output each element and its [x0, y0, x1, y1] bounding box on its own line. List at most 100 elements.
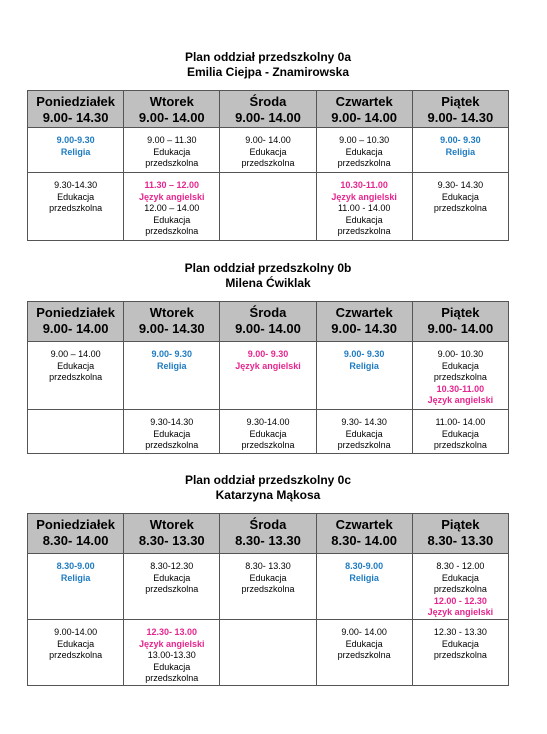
- teacher: Milena Ćwiklak: [225, 276, 311, 290]
- hours: 9.00- 14.00: [331, 110, 398, 125]
- schedule-row: 9.30-14.30 Edukacja przedszkolna 11.30 – 12…: [26, 172, 510, 241]
- activity-line: 10.30-11.00: [436, 383, 485, 394]
- activity-line: Edukacja: [249, 146, 287, 157]
- activity-line: Edukacja: [345, 146, 383, 157]
- title: Plan oddział przedszkolny 0c: [184, 473, 352, 487]
- activity-line: Edukacja: [441, 572, 479, 583]
- activity-line: przedszkolna: [145, 226, 199, 236]
- activity-line: Język angielski: [139, 191, 205, 202]
- schedule-cell: [219, 172, 317, 241]
- activity: 9.00- 14.00 Edukacja przedszkolna: [222, 135, 313, 170]
- activity: 9.00- 9.30 Religia: [319, 349, 410, 372]
- schedule-cell: 9.00- 9.30 Religia: [315, 341, 413, 410]
- schedule-table: Poniedziałek 8.30- 14.00 Wtorek 8.30- 13.30…: [26, 513, 510, 686]
- hours: 9.00- 14.00: [235, 110, 301, 125]
- schedule-cell: 9.30- 14.30 Edukacja przedszkolna: [411, 172, 510, 241]
- schedule-cell: 9.00 – 11.30 Edukacja przedszkolna: [123, 127, 221, 173]
- day: Piątek: [441, 94, 480, 109]
- header-row: Poniedziałek 9.00- 14.00 Wtorek 9.00- 14.30…: [26, 301, 510, 342]
- activity-line: przedszkolna: [433, 372, 487, 382]
- activity-line: przedszkolna: [241, 584, 295, 594]
- activity-line: 12.30- 13.00: [146, 627, 198, 637]
- activity-line: przedszkolna: [145, 584, 199, 594]
- activity: 9.00 – 10.30 Edukacja przedszkolna: [319, 135, 410, 170]
- schedule-cell: 10.30-11.00 Język angielski 11.00 - 14.00 E…: [315, 172, 413, 241]
- activity: 12.00 – 14.00 Edukacja przedszkolna: [126, 203, 217, 238]
- section-title: Plan oddział przedszkolny 0a Emilia Ciejp…: [27, 50, 509, 80]
- activity-line: 8.30-9.00: [56, 561, 95, 571]
- day-header: Poniedziałek 9.00- 14.00: [26, 301, 125, 342]
- activity-line: Edukacja: [249, 428, 287, 439]
- schedule-table: Poniedziałek 9.00- 14.30 Wtorek 9.00- 14.00…: [26, 90, 510, 241]
- schedule-cell: 8.30-9.00 Religia: [26, 553, 125, 620]
- activity-line: Edukacja: [57, 360, 95, 371]
- schedule-row: 8.30-9.00 Religia 8.30-12.30 Edukacja przeds…: [26, 553, 510, 620]
- schedule-cell: 8.30-12.30 Edukacja przedszkolna: [123, 553, 221, 620]
- day: Środa: [249, 94, 287, 109]
- activity-line: Religia: [60, 572, 91, 583]
- schedule-cell: [219, 619, 317, 686]
- day-header: Poniedziałek 9.00- 14.30: [26, 90, 125, 128]
- activity-line: Język angielski: [235, 360, 301, 371]
- activity-line: przedszkolna: [337, 440, 391, 450]
- header-row: Poniedziałek 9.00- 14.30 Wtorek 9.00- 14.00…: [26, 90, 510, 128]
- day-header: Czwartek 9.00- 14.00: [315, 90, 413, 128]
- activity-line: Edukacja: [153, 214, 191, 225]
- day-header: Wtorek 9.00- 14.30: [123, 301, 221, 342]
- day-header: Wtorek 8.30- 13.30: [123, 513, 221, 554]
- day: Poniedziałek: [36, 94, 115, 109]
- schedule-cell: 8.30- 13.30 Edukacja przedszkolna: [219, 553, 317, 620]
- schedule-row: 9.30-14.30 Edukacja przedszkolna 9.30-14.00…: [26, 409, 510, 454]
- activity-line: Edukacja: [153, 428, 191, 439]
- activity: 9.00 – 14.00 Edukacja przedszkolna: [30, 349, 121, 384]
- activity-line: 9.00- 9.30: [151, 349, 193, 359]
- day: Czwartek: [335, 517, 393, 532]
- activity-line: 12.30 - 13.30: [433, 627, 487, 637]
- activity-line: 9.00 – 10.30: [339, 135, 390, 145]
- activity-line: 9.30-14.30: [54, 180, 98, 190]
- activity: 9.00 – 11.30 Edukacja przedszkolna: [126, 135, 217, 170]
- activity-line: przedszkolna: [433, 203, 487, 213]
- activity-line: Edukacja: [57, 191, 95, 202]
- activity-line: 12.00 – 14.00: [144, 203, 200, 213]
- hours: 9.00- 14.30: [331, 321, 398, 336]
- day: Czwartek: [335, 305, 393, 320]
- schedule-section: Plan oddział przedszkolny 0a Emilia Ciejp…: [26, 50, 510, 241]
- day: Piątek: [441, 305, 480, 320]
- activity: 8.30-9.00 Religia: [30, 561, 121, 584]
- activity-line: 8.30- 13.30: [245, 561, 291, 571]
- activity-line: 8.30-12.30: [150, 561, 194, 571]
- schedule-cell: 9.00- 9.30 Język angielski: [219, 341, 317, 410]
- section-title: Plan oddział przedszkolny 0c Katarzyna Mą…: [27, 473, 509, 503]
- hours: 9.00- 14.00: [235, 321, 301, 336]
- hours: 8.30- 13.30: [427, 533, 494, 548]
- schedule-cell: 12.30- 13.00 Język angielski 13.00-13.30 Ed…: [123, 619, 221, 686]
- activity-line: 9.00-14.00: [54, 627, 98, 637]
- hours: 8.30- 13.30: [235, 533, 301, 548]
- activity: 13.00-13.30 Edukacja przedszkolna: [126, 650, 217, 685]
- day-header: Piątek 8.30- 13.30: [411, 513, 510, 554]
- schedule-cell: 9.00 – 14.00 Edukacja przedszkolna: [26, 341, 125, 410]
- activity: 12.00 - 12.30 Język angielski: [415, 596, 506, 619]
- activity-line: przedszkolna: [145, 158, 199, 168]
- activity: 8.30- 13.30 Edukacja przedszkolna: [222, 561, 313, 596]
- activity: 9.30- 14.30 Edukacja przedszkolna: [415, 180, 506, 215]
- schedule-cell: 9.30-14.30 Edukacja przedszkolna: [26, 172, 125, 241]
- schedule-row: 9.00-9.30 Religia 9.00 – 11.30 Edukacja prze…: [26, 127, 510, 173]
- activity-line: 9.00- 9.30: [247, 349, 289, 359]
- hours: 9.00- 14.30: [42, 110, 109, 125]
- day: Wtorek: [149, 305, 194, 320]
- teacher: Katarzyna Mąkosa: [215, 488, 321, 502]
- activity-line: Religia: [60, 146, 91, 157]
- schedule-cell: 9.00- 10.30 Edukacja przedszkolna 10.30-11.…: [411, 341, 510, 410]
- activity-line: przedszkolna: [433, 584, 487, 594]
- activity-line: Edukacja: [345, 638, 383, 649]
- schedule-cell: 9.00 – 10.30 Edukacja przedszkolna: [315, 127, 413, 173]
- activity-line: przedszkolna: [145, 673, 199, 683]
- activity-line: przedszkolna: [241, 158, 295, 168]
- section-title: Plan oddział przedszkolny 0b Milena Ćwikl…: [27, 261, 509, 291]
- activity: 9.00- 9.30 Język angielski: [222, 349, 313, 372]
- activity-line: Edukacja: [345, 214, 383, 225]
- activity-line: Język angielski: [427, 607, 494, 617]
- activity-line: przedszkolna: [49, 650, 103, 660]
